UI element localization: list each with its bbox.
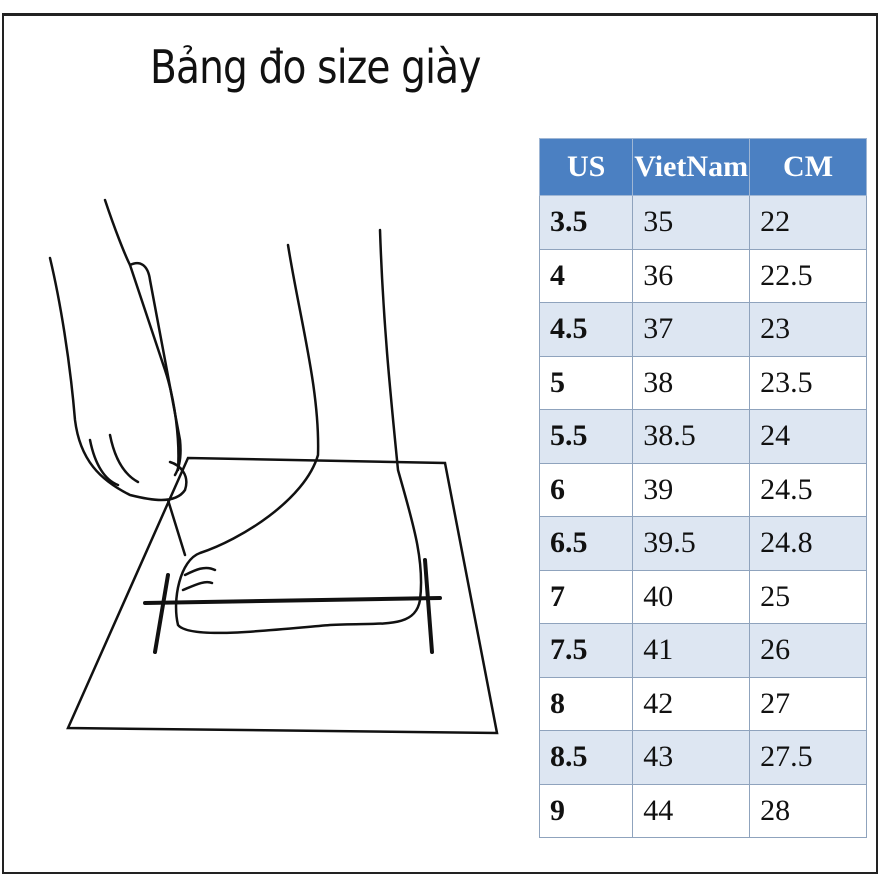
page-frame <box>2 13 878 874</box>
cell-vietnam: 39.5 <box>632 516 751 571</box>
header-cm: CM <box>749 138 867 196</box>
cell-us: 9 <box>538 783 634 838</box>
header-us: US <box>538 138 634 196</box>
cell-cm: 23 <box>749 302 867 357</box>
cell-cm: 27 <box>749 676 867 731</box>
cell-us: 4 <box>538 248 634 303</box>
cell-cm: 28 <box>749 783 867 838</box>
cell-cm: 24 <box>749 409 867 464</box>
cell-us: 5.5 <box>538 409 634 464</box>
foot-measuring-icon <box>48 198 499 735</box>
cell-vietnam: 38.5 <box>632 409 751 464</box>
cell-vietnam: 37 <box>632 302 751 357</box>
table-row: 3.5 35 22 <box>538 195 867 250</box>
table-row: 6 39 24.5 <box>538 462 867 517</box>
cell-vietnam: 43 <box>632 730 751 785</box>
cell-cm: 23.5 <box>749 355 867 410</box>
cell-us: 4.5 <box>538 302 634 357</box>
cell-cm: 22.5 <box>749 248 867 303</box>
header-vietnam: VietNam <box>632 138 751 196</box>
table-row: 7.5 41 26 <box>538 623 867 678</box>
table-row: 8 42 27 <box>538 676 867 731</box>
cell-us: 7.5 <box>538 623 634 678</box>
table-row: 7 40 25 <box>538 569 867 624</box>
table-row: 8.5 43 27.5 <box>538 730 867 785</box>
cell-us: 7 <box>538 569 634 624</box>
cell-us: 5 <box>538 355 634 410</box>
cell-us: 6.5 <box>538 516 634 571</box>
cell-us: 8 <box>538 676 634 731</box>
cell-vietnam: 40 <box>632 569 751 624</box>
cell-vietnam: 36 <box>632 248 751 303</box>
cell-vietnam: 41 <box>632 623 751 678</box>
table-header-row: US VietNam CM <box>538 138 867 196</box>
cell-vietnam: 38 <box>632 355 751 410</box>
table-row: 4.5 37 23 <box>538 302 867 357</box>
cell-cm: 24.5 <box>749 462 867 517</box>
cell-cm: 25 <box>749 569 867 624</box>
cell-us: 3.5 <box>538 195 634 250</box>
table-row: 6.5 39.5 24.8 <box>538 516 867 571</box>
cell-vietnam: 35 <box>632 195 751 250</box>
cell-vietnam: 39 <box>632 462 751 517</box>
cell-cm: 26 <box>749 623 867 678</box>
cell-cm: 24.8 <box>749 516 867 571</box>
cell-us: 8.5 <box>538 730 634 785</box>
table-row: 5 38 23.5 <box>538 355 867 410</box>
cell-cm: 22 <box>749 195 867 250</box>
page-title: Bảng đo size giày <box>150 40 481 94</box>
table-row: 4 36 22.5 <box>538 248 867 303</box>
cell-vietnam: 42 <box>632 676 751 731</box>
cell-us: 6 <box>538 462 634 517</box>
cell-cm: 27.5 <box>749 730 867 785</box>
table-row: 5.5 38.5 24 <box>538 409 867 464</box>
cell-vietnam: 44 <box>632 783 751 838</box>
table-row: 9 44 28 <box>538 783 867 838</box>
size-table: US VietNam CM 3.5 35 22 4 36 22.5 4.5 37 23 5 38 23… <box>538 138 867 838</box>
